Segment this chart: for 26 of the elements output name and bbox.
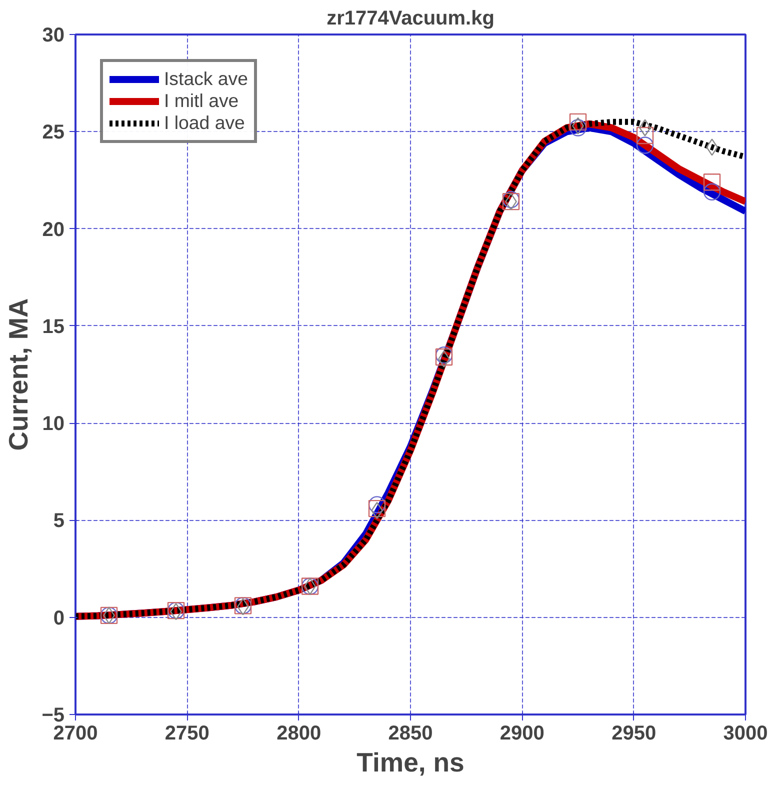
point: [368, 500, 386, 518]
x-tick-label: 2800: [276, 722, 322, 744]
x-axis-title: Time, ns: [356, 748, 464, 778]
legend-label: Istack ave: [164, 68, 248, 90]
point: [368, 496, 386, 514]
y-axis-title: Current, MA: [4, 298, 34, 451]
y-tick-label: 5: [53, 510, 64, 532]
y-tick-label: 15: [42, 316, 65, 338]
y-tick-label: 10: [42, 413, 65, 436]
x-tick-label: 2850: [388, 722, 433, 744]
point: [636, 136, 654, 154]
x-tick-label: 3000: [723, 722, 768, 744]
point: [636, 126, 654, 144]
legend-label: I mitl ave: [164, 90, 239, 112]
point: [703, 183, 721, 200]
x-tick-label: 2900: [500, 722, 544, 744]
legend-label: I load ave: [164, 112, 245, 134]
x-tick-label: 2950: [612, 722, 656, 744]
point: [569, 113, 587, 131]
x-tick-label: 2750: [164, 722, 210, 744]
chart-title: zr1774Vacuum.kg: [326, 8, 494, 30]
y-tick-label: 30: [42, 24, 65, 46]
y-tick-label: 25: [42, 122, 65, 144]
point: [703, 174, 721, 191]
y-tick-label: 20: [42, 218, 65, 241]
y-tick-label: 0: [53, 607, 64, 630]
